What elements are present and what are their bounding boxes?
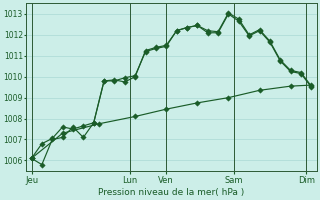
X-axis label: Pression niveau de la mer( hPa ): Pression niveau de la mer( hPa ) <box>98 188 244 197</box>
